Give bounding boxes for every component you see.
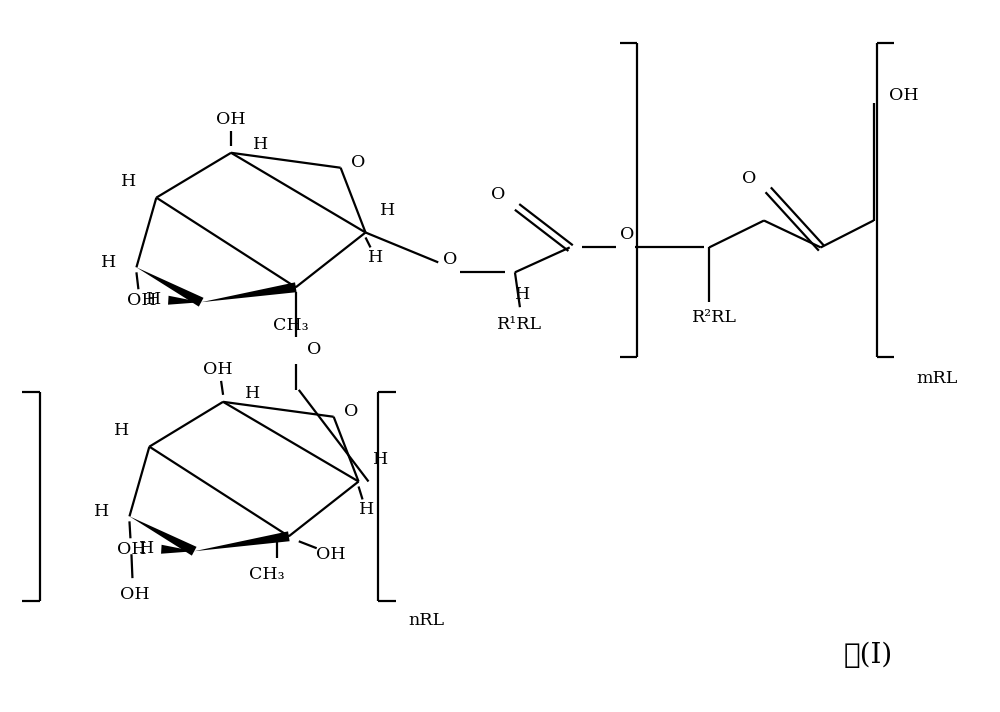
Text: O: O (491, 186, 505, 203)
Text: OH: OH (203, 362, 233, 379)
Text: CH₃: CH₃ (249, 565, 285, 582)
Text: O: O (307, 340, 321, 357)
Polygon shape (194, 531, 290, 551)
Text: H: H (380, 202, 395, 219)
Text: H: H (121, 173, 136, 190)
Text: O: O (344, 403, 359, 420)
Text: H: H (139, 540, 154, 557)
Text: H: H (368, 249, 383, 266)
Text: H: H (515, 286, 531, 303)
Text: O: O (742, 170, 756, 187)
Text: mRL: mRL (916, 370, 958, 387)
Text: nRL: nRL (408, 612, 444, 629)
Polygon shape (168, 295, 201, 305)
Text: O: O (443, 251, 457, 268)
Polygon shape (161, 545, 194, 554)
Polygon shape (129, 516, 197, 555)
Text: H: H (373, 451, 388, 468)
Text: OH: OH (120, 585, 149, 602)
Text: H: H (114, 422, 129, 439)
Text: H: H (101, 254, 116, 271)
Text: OH: OH (127, 292, 156, 309)
Text: OH: OH (889, 87, 918, 103)
Text: OH: OH (316, 545, 345, 562)
Text: OH: OH (117, 540, 146, 557)
Text: H: H (253, 136, 269, 153)
Text: H: H (94, 503, 109, 520)
Text: O: O (351, 155, 366, 172)
Text: 式(I): 式(I) (844, 642, 893, 669)
Polygon shape (136, 267, 204, 307)
Text: H: H (245, 385, 261, 402)
Text: H: H (359, 501, 374, 518)
Polygon shape (201, 283, 297, 302)
Text: CH₃: CH₃ (273, 317, 309, 334)
Text: OH: OH (216, 111, 246, 128)
Text: R¹RL: R¹RL (497, 315, 542, 333)
Text: O: O (620, 226, 635, 243)
Text: R²RL: R²RL (692, 309, 737, 325)
Text: H: H (146, 290, 161, 308)
